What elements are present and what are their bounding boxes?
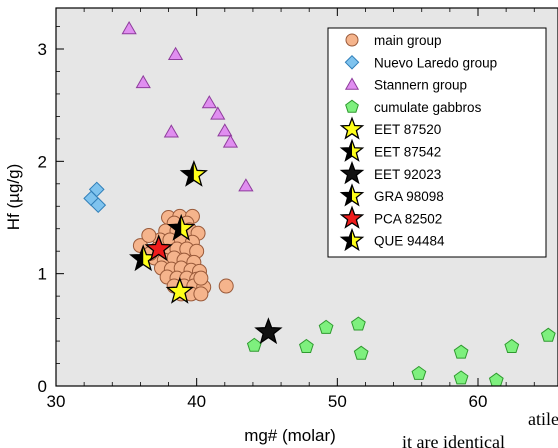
data-point (165, 276, 194, 304)
data-point (353, 345, 369, 360)
axes: 30 40 50 60 0 1 2 3 (38, 7, 558, 411)
data-point (90, 197, 107, 214)
data-point (193, 270, 209, 286)
data-point (121, 20, 137, 35)
series-eet-92023 (254, 317, 283, 345)
x-tick-label: 30 (47, 392, 66, 411)
x-axis-title: mg# (molar) (244, 426, 336, 445)
overlay-text-2: it are identical (402, 432, 505, 448)
data-point (254, 317, 283, 345)
legend-item: EET 87542 (339, 138, 441, 162)
legend-marker (339, 183, 365, 207)
data-point (163, 124, 179, 138)
series-cumulate-gabbros (246, 316, 556, 386)
legend-label: Stannern group (374, 78, 467, 93)
legend-item: main group (345, 33, 442, 48)
data-point (210, 106, 226, 120)
data-point (540, 327, 556, 342)
y-tick-label: 1 (38, 265, 47, 284)
legend-box (327, 27, 547, 258)
legend-item: EET 92023 (339, 160, 441, 185)
x-tick-label: 60 (469, 392, 488, 411)
legend-marker (344, 54, 360, 70)
data-points (83, 20, 556, 386)
data-point (193, 286, 209, 302)
series-nuevo-laredo-group (83, 181, 107, 214)
data-point (218, 278, 234, 294)
legend-item: Nuevo Laredo group (344, 54, 497, 70)
legend-item: cumulate gabbros (345, 99, 482, 115)
legend-label: Nuevo Laredo group (374, 55, 497, 70)
legend-label: EET 87542 (374, 145, 441, 160)
plot-frame (55, 7, 558, 387)
data-point (135, 74, 151, 89)
y-tick-label: 3 (38, 40, 47, 59)
data-point (144, 234, 173, 262)
data-point (411, 365, 427, 380)
legend-item: PCA 82502 (339, 205, 442, 229)
data-point (201, 95, 217, 109)
x-tick-label: 40 (187, 392, 206, 411)
data-point (299, 338, 314, 353)
legend-marker (344, 77, 360, 90)
legend-marker (339, 160, 365, 185)
legend-label: QUE 94484 (374, 234, 445, 249)
overlay-text-1: atile (528, 409, 558, 429)
data-point (453, 344, 469, 359)
data-point (351, 316, 366, 331)
data-point (453, 370, 469, 385)
y-tick-label: 2 (38, 152, 47, 171)
data-point (179, 159, 208, 187)
legend-label: GRA 98098 (374, 189, 444, 204)
series-pca-82502 (144, 234, 173, 262)
series-eet-87542 (179, 159, 208, 187)
legend-marker (345, 99, 359, 113)
data-point (217, 123, 233, 137)
series-eet-87520 (165, 276, 194, 304)
data-point (222, 134, 239, 148)
legend-marker (339, 227, 365, 252)
x-tick-label: 50 (328, 392, 347, 411)
data-point (141, 227, 157, 243)
legend-item: QUE 94484 (339, 227, 445, 252)
legend-marker (339, 138, 365, 162)
data-point (167, 213, 196, 241)
data-point (488, 372, 504, 386)
legend-marker (345, 33, 359, 47)
y-tick-label: 0 (38, 377, 47, 396)
legend: main group Nuevo Laredo group Stannern gro… (327, 27, 547, 258)
legend-label: PCA 82502 (374, 211, 442, 226)
data-point (167, 46, 184, 60)
legend-label: EET 87520 (374, 122, 441, 137)
data-point (238, 178, 254, 192)
legend-marker (339, 205, 365, 229)
legend-label: cumulate gabbros (374, 100, 482, 115)
series-que-94484 (167, 213, 196, 241)
series-stannern-group (121, 20, 254, 192)
data-point (318, 319, 334, 334)
y-axis-title: Hf (µg/g) (4, 164, 23, 230)
data-point (504, 338, 520, 353)
legend-item: EET 87520 (339, 116, 441, 140)
legend-marker (339, 116, 365, 140)
legend-label: EET 92023 (374, 167, 441, 182)
legend-label: main group (374, 33, 442, 48)
data-point (246, 337, 262, 352)
legend-item: Stannern group (344, 77, 467, 93)
legend-item: GRA 98098 (339, 183, 444, 207)
